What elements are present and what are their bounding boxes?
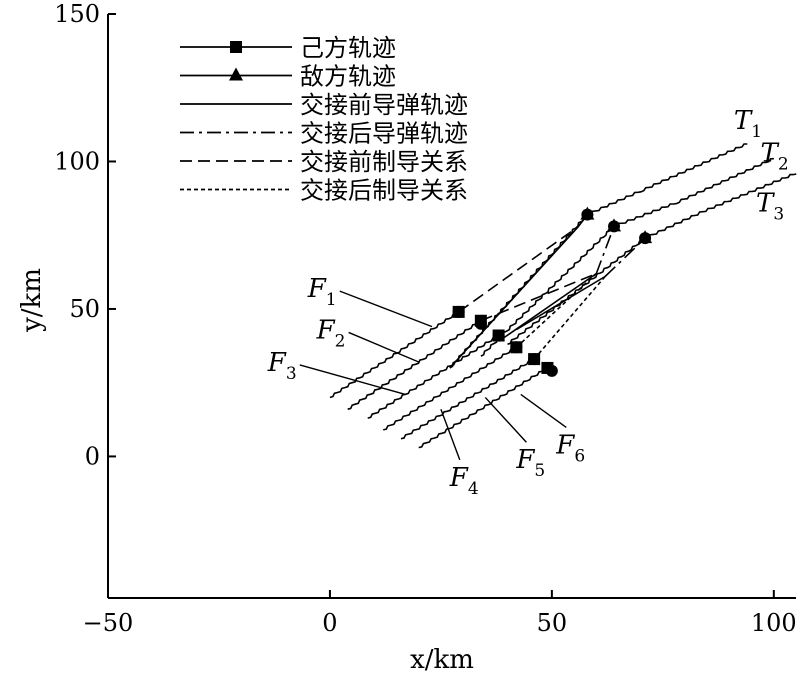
guidance-before-line — [480, 272, 597, 322]
own-track-f6 — [418, 366, 548, 449]
hit-point — [510, 341, 523, 354]
x-tick-label: 0 — [322, 609, 337, 637]
own-track-f4 — [383, 347, 518, 431]
legend-triangle-marker — [229, 67, 243, 81]
y-tick-label: 50 — [69, 295, 100, 323]
hit-point — [608, 220, 621, 233]
annotation-f4: F4 — [449, 463, 479, 499]
legend-label: 交接前制导关系 — [300, 148, 468, 176]
y-axis-label: y/km — [17, 268, 47, 333]
hit-point — [474, 317, 487, 330]
annotation-leader — [339, 290, 433, 328]
own-track-f3 — [367, 335, 500, 419]
missile-after-line — [604, 237, 646, 278]
annotation-subscript: 4 — [468, 479, 479, 499]
missile-before-line — [449, 225, 580, 369]
annotation-subscript: 2 — [778, 154, 789, 174]
guidance-after-line — [533, 275, 606, 360]
annotation-subscript: 1 — [326, 290, 337, 310]
annotation-subscript: 2 — [335, 331, 346, 351]
legend-label: 交接后导弹轨迹 — [300, 120, 468, 148]
annotation-subscript: 1 — [751, 122, 762, 142]
annotation-leader — [520, 393, 567, 429]
missile-after-line — [595, 226, 615, 274]
y-tick-label: 150 — [54, 0, 100, 28]
y-tick-label: 100 — [54, 147, 100, 175]
legend-label: 交接后制导关系 — [300, 177, 468, 205]
own-track-f1 — [329, 311, 460, 399]
own-track-f5 — [400, 358, 535, 440]
annotation-subscript: 3 — [773, 205, 784, 225]
annotation-t1: T1 — [734, 106, 762, 142]
legend-label: 敌方轨迹 — [300, 63, 396, 91]
annotation-t2: T2 — [760, 138, 788, 174]
hit-point — [452, 305, 465, 318]
annotation-f3: F3 — [267, 348, 297, 384]
hit-point — [639, 232, 652, 245]
annotation-f1: F1 — [307, 274, 337, 310]
x-tick-label: 100 — [751, 609, 797, 637]
axes — [107, 13, 796, 599]
annotation-subscript: 3 — [286, 364, 297, 384]
annotation-subscript: 5 — [534, 461, 545, 481]
enemy-track-t2 — [480, 157, 774, 357]
hit-point — [492, 329, 505, 342]
annotation-leader — [484, 396, 527, 443]
annotation-leader — [348, 331, 419, 363]
tick-labels: −50 0 50 100 0 50 100 150 — [54, 0, 797, 637]
hit-point — [528, 353, 541, 366]
annotation-t3: T3 — [756, 189, 784, 225]
legend-label: 交接前导弹轨迹 — [300, 91, 468, 119]
legend-square-marker — [230, 41, 242, 53]
guidance-before-line — [458, 225, 579, 313]
annotation-leader — [299, 364, 406, 396]
missile-before-line — [515, 275, 606, 331]
annotation-leader — [440, 408, 461, 461]
hit-point — [581, 208, 594, 221]
x-axis-label: x/km — [410, 645, 474, 675]
missile-before-line — [498, 272, 597, 343]
annotation-f2: F2 — [316, 315, 346, 351]
own-track-f2 — [347, 319, 482, 410]
x-tick-label: −50 — [83, 609, 134, 637]
y-tick-label: 0 — [85, 442, 100, 470]
plot-area — [329, 143, 797, 449]
annotation-subscript: 6 — [574, 446, 585, 466]
annotation-f6: F6 — [555, 430, 585, 466]
legend-label: 己方轨迹 — [300, 34, 396, 62]
annotation-f5: F5 — [515, 445, 545, 481]
x-tick-label: 50 — [537, 609, 568, 637]
hit-point — [545, 364, 558, 377]
enemy-track-t3 — [507, 173, 797, 346]
